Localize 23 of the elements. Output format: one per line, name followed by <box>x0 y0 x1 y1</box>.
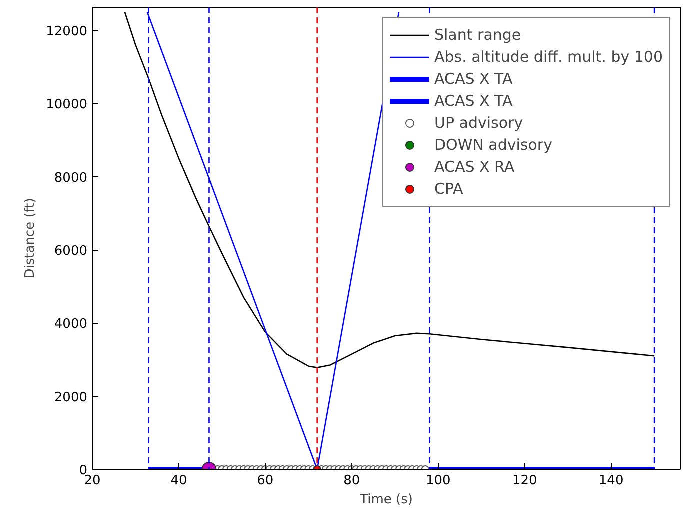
legend-label: CPA <box>434 179 464 200</box>
legend-label: DOWN advisory <box>434 135 552 156</box>
x-axis-title: Time (s) <box>359 492 413 508</box>
legend-label: Slant range <box>434 25 522 46</box>
legend-label: Abs. altitude diff. mult. by 100 <box>434 47 663 68</box>
y-axis-title: Distance (ft) <box>23 198 38 279</box>
y-tick-label: 12000 <box>46 24 88 40</box>
y-tick-label: 6000 <box>54 244 88 260</box>
y-tick-label: 4000 <box>54 317 88 332</box>
x-tick-label: 40 <box>170 474 188 488</box>
x-tick-label: 120 <box>512 474 538 488</box>
y-tick-label: 10000 <box>46 98 88 113</box>
x-tick-label: 20 <box>84 474 101 488</box>
x-tick-label: 100 <box>426 474 451 488</box>
x-tick-label: 140 <box>598 474 624 488</box>
y-tick-label: 8000 <box>54 170 88 186</box>
legend-label: ACAS X RA <box>434 157 515 178</box>
legend-label: UP advisory <box>434 113 524 134</box>
x-tick-label: 80 <box>344 474 360 488</box>
x-tick-label: 60 <box>257 474 274 488</box>
legend-label: ACAS X TA <box>434 91 513 112</box>
legend-label: ACAS X TA <box>434 69 513 90</box>
y-tick-label: 2000 <box>54 390 88 406</box>
